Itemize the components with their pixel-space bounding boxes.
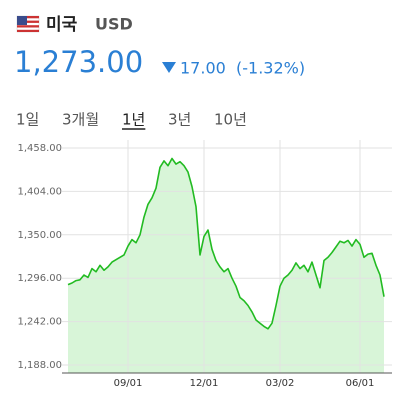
tab[interactable]: 3개월 — [62, 111, 99, 129]
chart: 1,188.00 1,242.00 1,296.00 1,350.00 1,404.00… — [17, 140, 392, 389]
y-tick-label: 1,188.00 — [17, 360, 62, 371]
y-tick-label: 1,404.00 — [17, 186, 62, 197]
tab[interactable]: 1년 — [122, 111, 145, 129]
y-tick-label: 1,296.00 — [17, 273, 62, 284]
down-arrow — [162, 62, 176, 73]
y-tick-label: 1,242.00 — [17, 317, 62, 328]
flag — [16, 15, 40, 33]
x-tick-label: 03/02 — [266, 378, 295, 389]
tab[interactable]: 3년 — [168, 111, 191, 129]
price: 1,273.00 — [14, 45, 143, 79]
area — [68, 158, 384, 373]
tabs: 1일 3개월 1년 3년 10년 — [16, 111, 247, 130]
line — [67, 157, 385, 330]
y-tick-label: 1,458.00 — [17, 143, 62, 154]
tab[interactable]: 10년 — [214, 111, 247, 129]
tab[interactable]: 1일 — [16, 111, 39, 129]
x-tick-label: 06/01 — [346, 378, 375, 389]
y-tick-label: 1,350.00 — [17, 230, 62, 241]
x-tick-label: 12/01 — [190, 378, 219, 389]
x-tick-label: 09/01 — [114, 378, 143, 389]
country: 미국 — [46, 15, 78, 35]
change: 17.00 — [180, 59, 226, 78]
change-pct: (-1.32%) — [236, 59, 305, 78]
currency: USD — [95, 15, 133, 34]
